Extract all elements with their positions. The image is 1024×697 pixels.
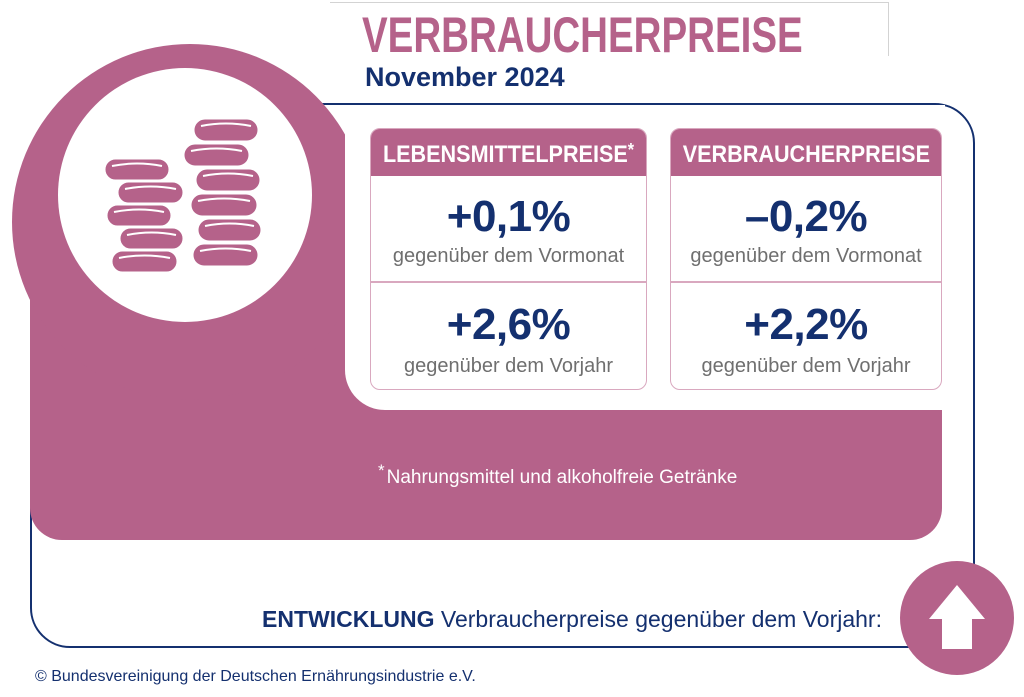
panel-title: VERBRAUCHERPREISE	[682, 140, 930, 168]
coin	[109, 248, 180, 275]
page-subtitle: November 2024	[365, 62, 565, 92]
label-vs-previous-month: gegenüber dem Vormonat	[690, 245, 922, 267]
panel-header: VERBRAUCHERPREISE	[671, 129, 941, 176]
panel-divider	[371, 281, 646, 283]
coins-icon	[102, 116, 264, 275]
arrow-up-icon	[929, 585, 985, 649]
value-vs-previous-month: +0,1%	[446, 192, 571, 241]
coin	[104, 202, 174, 229]
trend-indicator	[900, 561, 1014, 675]
coin	[181, 141, 252, 169]
panel-title: LEBENSMITTELPREISE*	[383, 140, 634, 169]
copyright: © Bundesvereinigung der Deutschen Ernähr…	[35, 668, 476, 685]
trend-label-bold: ENTWICKLUNG	[262, 606, 435, 632]
panel-food-prices: LEBENSMITTELPREISE* +0,1% gegenüber dem …	[370, 128, 647, 390]
value-vs-previous-year: +2,6%	[446, 300, 571, 349]
panel-title-text: LEBENSMITTELPREISE	[382, 141, 628, 168]
panel-consumer-prices: VERBRAUCHERPREISE –0,2% gegenüber dem Vo…	[670, 128, 942, 390]
coin	[188, 191, 260, 219]
header-frame-line	[330, 2, 889, 56]
coin	[115, 179, 186, 206]
trend-label-rest: Verbraucherpreise gegenüber dem Vorjahr:	[440, 606, 882, 632]
value-vs-previous-year: +2,2%	[744, 300, 868, 349]
label-vs-previous-year: gegenüber dem Vorjahr	[701, 355, 911, 377]
coin	[190, 241, 261, 269]
panel-divider	[671, 281, 941, 283]
panel-header: LEBENSMITTELPREISE*	[371, 129, 646, 176]
coin	[117, 225, 186, 252]
page-title: VERBRAUCHERPREISE	[362, 7, 803, 63]
coin	[193, 166, 263, 194]
footnote-text: Nahrungsmittel und alkoholfreie Getränke	[386, 467, 738, 488]
coin	[102, 156, 172, 183]
coin	[195, 216, 264, 244]
label-vs-previous-month: gegenüber dem Vormonat	[392, 245, 625, 267]
label-vs-previous-year: gegenüber dem Vorjahr	[403, 355, 614, 377]
coin	[191, 116, 261, 144]
trend-label: ENTWICKLUNG Verbraucherpreise gegenüber …	[262, 608, 882, 631]
value-vs-previous-month: –0,2%	[744, 192, 868, 241]
footnote-marker: *	[378, 461, 385, 480]
footnote: * Nahrungsmittel und alkoholfreie Getränk…	[378, 462, 737, 487]
footnote-marker: *	[627, 140, 635, 160]
